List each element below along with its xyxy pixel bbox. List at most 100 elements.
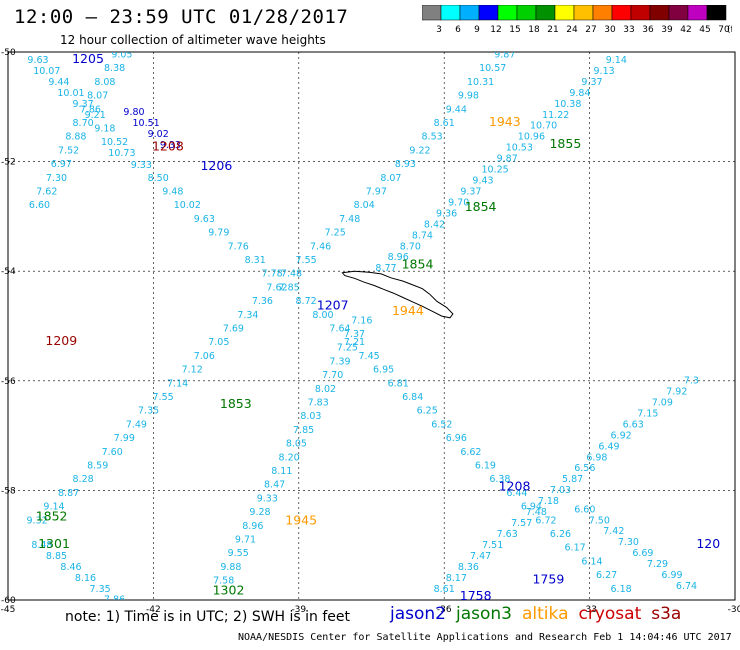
swh-value: 10.38: [554, 99, 581, 110]
swh-value: 8.28: [73, 474, 94, 485]
swh-value: 7.64: [329, 324, 350, 335]
swh-value: 7.78: [262, 269, 283, 280]
swh-value: 8.42: [424, 219, 445, 230]
pass-time-label: 1853: [220, 396, 252, 411]
swh-value: 7.69: [223, 324, 244, 335]
swh-value: 9.02: [148, 129, 169, 140]
swh-value: 7.58: [162, 639, 183, 650]
swh-value: 6.52: [431, 419, 452, 430]
swh-value: 10.96: [518, 132, 545, 143]
pass-time-label: 1758: [460, 588, 492, 603]
swh-value: 9.37: [73, 99, 94, 110]
swh-value: 6.99: [661, 570, 682, 581]
pass-time-label: 1942: [547, 40, 579, 55]
swh-value: 6.84: [402, 392, 423, 403]
colorbar-unit: (ft): [727, 25, 732, 35]
colorbar-label: 70: [718, 25, 730, 35]
swh-value: 7.70: [322, 370, 343, 381]
swh-value: 7.83: [308, 398, 329, 409]
swh-value: 7.97: [366, 187, 387, 198]
x-tick-label: -36: [437, 605, 452, 615]
satellite-legend: jason2 jason3 altika cryosat s3a: [390, 604, 691, 624]
colorbar-label: 6: [455, 25, 461, 35]
swh-value: 7.48: [281, 269, 302, 280]
swh-value: 7.25: [337, 343, 358, 354]
swh-value: 6.60: [29, 200, 50, 211]
swh-value: 8.46: [60, 562, 81, 573]
swh-value: 8.70: [400, 241, 421, 252]
swh-value: 7.62: [36, 187, 57, 198]
swh-value: 9.79: [208, 228, 229, 239]
swh-value: 9.62: [535, 0, 556, 6]
swh-value: 9.70: [448, 197, 469, 208]
swh-value: 6.72: [535, 515, 556, 526]
plot-frame: [7, 51, 736, 601]
swh-value: 7.30: [46, 173, 67, 184]
swh-value: 7.99: [114, 433, 135, 444]
swh-value: 8.61: [434, 584, 455, 595]
swh-value: 9.29: [618, 44, 639, 55]
swh-value: 7.47: [470, 551, 491, 562]
swh-value: 7.09: [652, 398, 673, 409]
colorbar-label: 18: [528, 25, 540, 35]
swh-value: 8.52: [133, 8, 154, 19]
swh-value: 9.14: [43, 502, 64, 513]
swh-value: 10.07: [33, 66, 60, 77]
colorbar-label: 21: [547, 25, 558, 35]
swh-value: 6.14: [581, 556, 602, 567]
colorbar-label: 33: [623, 25, 634, 35]
pass-time-label: 1207: [176, 37, 208, 52]
swh-value: 7.85: [293, 425, 314, 436]
pass-time-label: 1943: [489, 114, 521, 129]
pass-time-label: 1852: [36, 509, 68, 524]
pass-time-label: 1205: [72, 51, 104, 66]
swh-value: 8.96: [388, 252, 409, 263]
y-tick-label: -60: [1, 596, 16, 606]
swh-value: 9.44: [446, 104, 467, 115]
swh-value: 8.90: [119, 36, 140, 47]
pass-time-label: 1855: [549, 136, 581, 151]
swh-value: 7.18: [538, 496, 559, 507]
swh-value: 8.36: [458, 562, 479, 573]
swh-value: 9.33: [131, 160, 152, 171]
swh-value: 8.47: [264, 480, 285, 491]
swh-value: 6.19: [475, 461, 496, 472]
swh-value: 6.26: [550, 529, 571, 540]
swh-value: 7.60: [102, 447, 123, 458]
pass-time-label: 120: [696, 536, 720, 551]
swh-value: 6.18: [611, 584, 632, 595]
swh-value: 7.35: [90, 584, 111, 595]
swh-value: 9.22: [409, 145, 430, 156]
pass-time-label: 12.17: [119, 38, 155, 53]
swh-value: 6.62: [460, 447, 481, 458]
swh-value: 7.16: [351, 315, 372, 326]
swh-value: 9.44: [48, 77, 69, 88]
page-title: 12:00 – 23:59 UTC 01/28/2017: [14, 6, 349, 28]
swh-value: 10.01: [57, 88, 84, 99]
swh-value: 7.25: [325, 228, 346, 239]
swh-value: 7.06: [194, 351, 215, 362]
swh-value: 7.86: [104, 595, 125, 606]
swh-value: 8.70: [73, 118, 94, 129]
swh-value: 8.16: [75, 573, 96, 584]
swh-value: 8.74: [412, 230, 433, 241]
swh-value: 8.87: [58, 488, 79, 499]
swh-value: 10.51: [11, 44, 38, 55]
footer-note: note: 1) Time is in UTC; 2) SWH is in fe…: [65, 609, 351, 625]
swh-value: 8.07: [380, 173, 401, 184]
pass-time-label: 1207: [317, 298, 349, 313]
swh-value: 7.12: [182, 365, 203, 376]
swh-value: 7.45: [359, 351, 380, 362]
swh-value: 8.93: [395, 159, 416, 170]
swh-value: 7.42: [603, 526, 624, 537]
colorbar-label: 3: [436, 25, 442, 35]
swh-value: 8.59: [87, 461, 108, 472]
swh-value: 9.63: [194, 214, 215, 225]
swh-value: 8.85: [46, 551, 67, 562]
swh-value: 9.13: [594, 66, 615, 77]
swh-value: 8.08: [94, 77, 115, 88]
x-tick-label: -45: [1, 605, 16, 615]
swh-value: 7.85: [279, 282, 300, 293]
swh-value: 7.21: [344, 337, 365, 348]
